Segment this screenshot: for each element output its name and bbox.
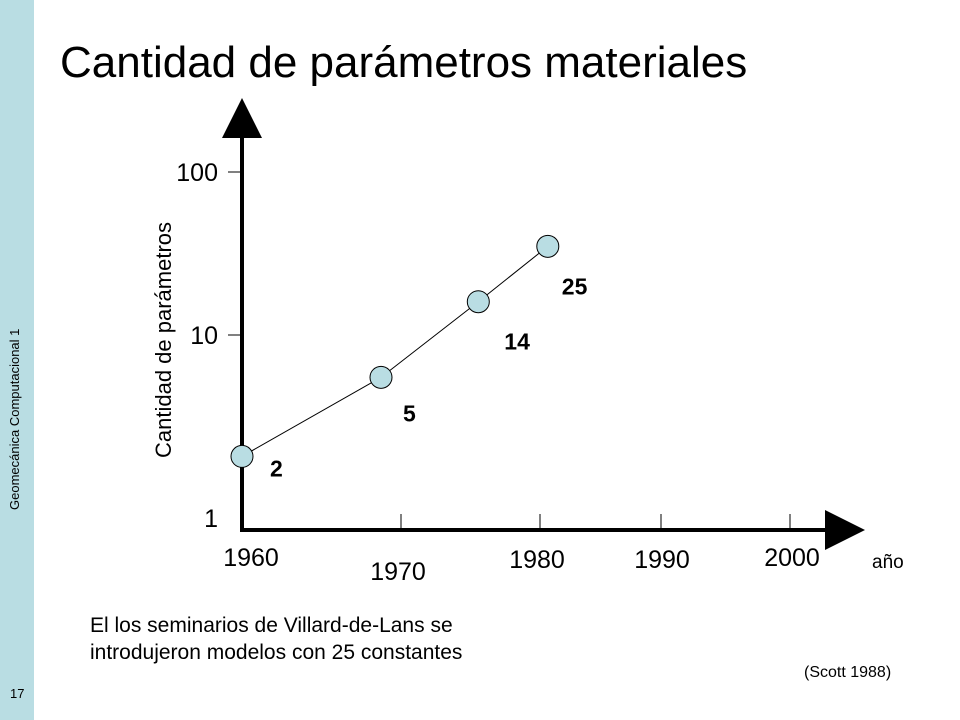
data-point-1960 xyxy=(230,444,254,468)
note-line-2: introdujeron modelos con 25 constantes xyxy=(90,641,463,664)
data-point-1970 xyxy=(369,365,393,389)
data-label-1970: 5 xyxy=(403,400,416,426)
y-tick-label-1: 1 xyxy=(204,505,218,533)
x-tick-label-1960: 1960 xyxy=(223,544,279,572)
y-axis-label: Cantidad de parámetros xyxy=(151,222,176,458)
x-tick-label-1970: 1970 xyxy=(370,558,426,586)
data-label-1982: 25 xyxy=(562,273,588,299)
data-point-1977 xyxy=(466,290,490,314)
slide-title: Cantidad de parámetros materiales xyxy=(60,38,748,87)
data-point-1982 xyxy=(536,234,560,258)
note-text: El los seminarios de Villard-de-Lans se … xyxy=(90,612,462,666)
source-citation: (Scott 1988) xyxy=(804,664,892,681)
page-number: 17 xyxy=(10,686,25,701)
sidebar: Geomecánica Computacional 1 17 xyxy=(0,0,34,720)
x-tick-label-1990: 1990 xyxy=(634,546,690,574)
x-axis-label: año xyxy=(872,552,904,573)
x-tick-label-1980: 1980 xyxy=(509,546,565,574)
series-line xyxy=(241,245,549,457)
note-line-1: El los seminarios de Villard-de-Lans se xyxy=(90,614,453,637)
data-label-1977: 14 xyxy=(504,329,530,355)
x-tick-label-2000: 2000 xyxy=(764,544,820,572)
y-tick-label-10: 10 xyxy=(190,322,218,350)
y-tick-label-100: 100 xyxy=(176,159,218,187)
data-label-1960: 2 xyxy=(270,455,283,481)
